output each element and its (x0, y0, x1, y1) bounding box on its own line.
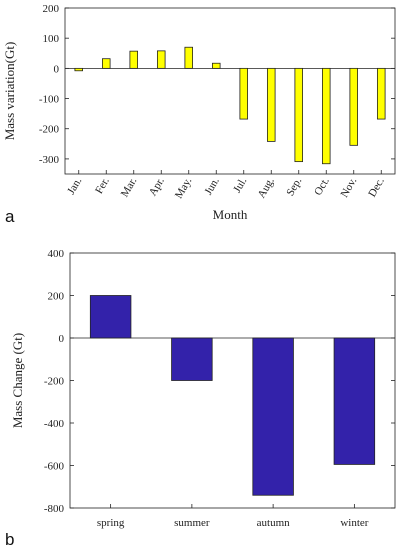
x-tick-label: Dec. (366, 175, 387, 199)
x-tick-label: Oct. (312, 175, 332, 197)
panel-label: a (5, 207, 15, 226)
x-tick-label: Jul. (231, 175, 249, 195)
plot-frame (64, 7, 396, 175)
bar-jul (239, 67, 248, 120)
y-tick-label: 200 (43, 3, 60, 15)
x-tick-label: summer (174, 517, 210, 529)
bar-apr (156, 50, 166, 69)
x-tick-label: Sep. (284, 175, 304, 198)
y-tick-label: -100 (39, 94, 60, 106)
bar-aug (266, 67, 276, 142)
x-tick-label: Jun. (202, 175, 222, 197)
y-tick-label: 0 (59, 333, 65, 345)
y-tick-label: -200 (39, 124, 60, 136)
y-axis-label: Mass Change (Gt) (10, 333, 25, 428)
bar-winter (333, 337, 376, 465)
bar-jan (74, 67, 84, 72)
y-tick-label: 0 (54, 63, 60, 75)
x-tick-label: Mar. (119, 175, 140, 199)
panel-label: b (5, 530, 14, 549)
y-tick-label: 100 (43, 33, 60, 45)
x-tick-label: spring (97, 517, 125, 529)
y-tick-label: -200 (44, 376, 65, 388)
chart-b-seasonal-mass-change: -800 -600 -400 -200 0 200 400 spring summer autum… (5, 248, 396, 549)
bar-may (184, 46, 193, 69)
bar-spring (89, 295, 132, 339)
y-tick-label: 200 (48, 291, 65, 303)
chart-a-monthly-mass-variation: -300 -200 -100 0 100 200 Jan. Fer. Mar. Apr. May. J… (2, 3, 396, 226)
y-tick-label: 400 (48, 248, 65, 260)
y-axis-label: Mass variation(Gt) (2, 42, 17, 141)
x-axis-label: Month (213, 207, 248, 222)
bar-mar (129, 50, 138, 69)
x-tick-label: Aug. (256, 175, 277, 200)
x-tick-label: Fer. (93, 175, 112, 196)
x-tick-label: winter (340, 517, 368, 529)
y-tick-label: -800 (44, 503, 65, 515)
bar-nov (349, 67, 358, 146)
x-tick-label: Apr. (147, 175, 167, 198)
bar-oct (321, 67, 331, 165)
x-tick-label: May. (173, 175, 195, 200)
bar-jun (211, 62, 221, 69)
bar-sep (294, 67, 303, 163)
x-tick-label: Nov. (338, 175, 359, 199)
x-tick-label: autumn (257, 517, 290, 529)
x-tick-label: Jan. (65, 175, 84, 196)
y-tick-label: -300 (39, 154, 60, 166)
y-tick-label: -600 (44, 461, 65, 473)
y-tick-label: -400 (44, 418, 65, 430)
bar-autumn (252, 337, 294, 496)
bar-summer (171, 337, 213, 381)
bar-fer (102, 58, 111, 69)
bar-dec (376, 67, 386, 120)
